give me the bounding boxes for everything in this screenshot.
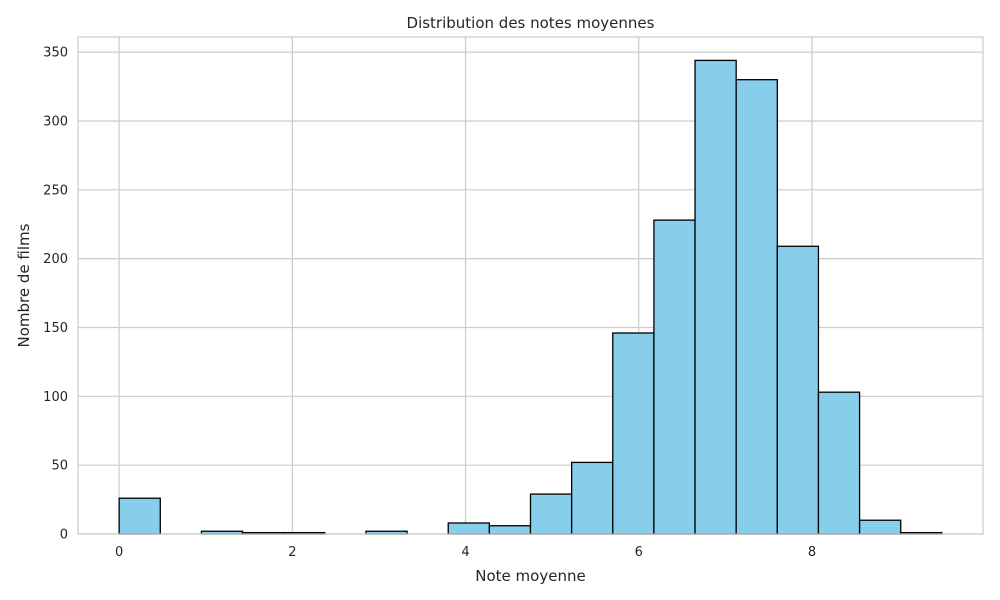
- histogram-bar: [447, 522, 491, 535]
- histogram-bar: [488, 525, 532, 535]
- bars-layer: [118, 59, 943, 535]
- x-axis-label: Note moyenne: [475, 567, 585, 585]
- y-tick-label: 0: [60, 528, 68, 543]
- histogram-bar: [735, 79, 778, 535]
- y-tick-label: 250: [43, 183, 68, 198]
- y-tick-label: 150: [43, 321, 68, 336]
- y-tick-label: 100: [43, 390, 68, 405]
- x-tick-label: 6: [635, 545, 643, 560]
- histogram-bar: [817, 391, 861, 535]
- x-tick-label: 4: [461, 545, 469, 560]
- histogram-bar: [570, 461, 614, 535]
- x-tick-label: 2: [288, 545, 296, 560]
- histogram-bar: [118, 497, 161, 535]
- y-axis-label: Nombre de films: [15, 223, 33, 347]
- histogram-bar: [529, 493, 573, 535]
- histogram-bar: [694, 59, 737, 535]
- y-tick-label: 200: [43, 252, 68, 267]
- x-tick-label: 8: [808, 545, 816, 560]
- y-tick-label: 300: [43, 114, 68, 129]
- histogram-bar: [612, 332, 655, 535]
- x-tick-label: 0: [115, 545, 123, 560]
- ticks-layer: 0 50 100 150 200 250 300 350 0 2 4 6 8: [43, 46, 816, 560]
- histogram-bar: [653, 219, 696, 535]
- histogram-bar: [776, 245, 820, 535]
- plot-frame: [77, 36, 984, 535]
- chart-title: Distribution des notes moyennes: [407, 14, 655, 32]
- y-tick-label: 350: [43, 46, 68, 61]
- histogram-bar: [858, 519, 902, 535]
- y-tick-label: 50: [51, 459, 68, 474]
